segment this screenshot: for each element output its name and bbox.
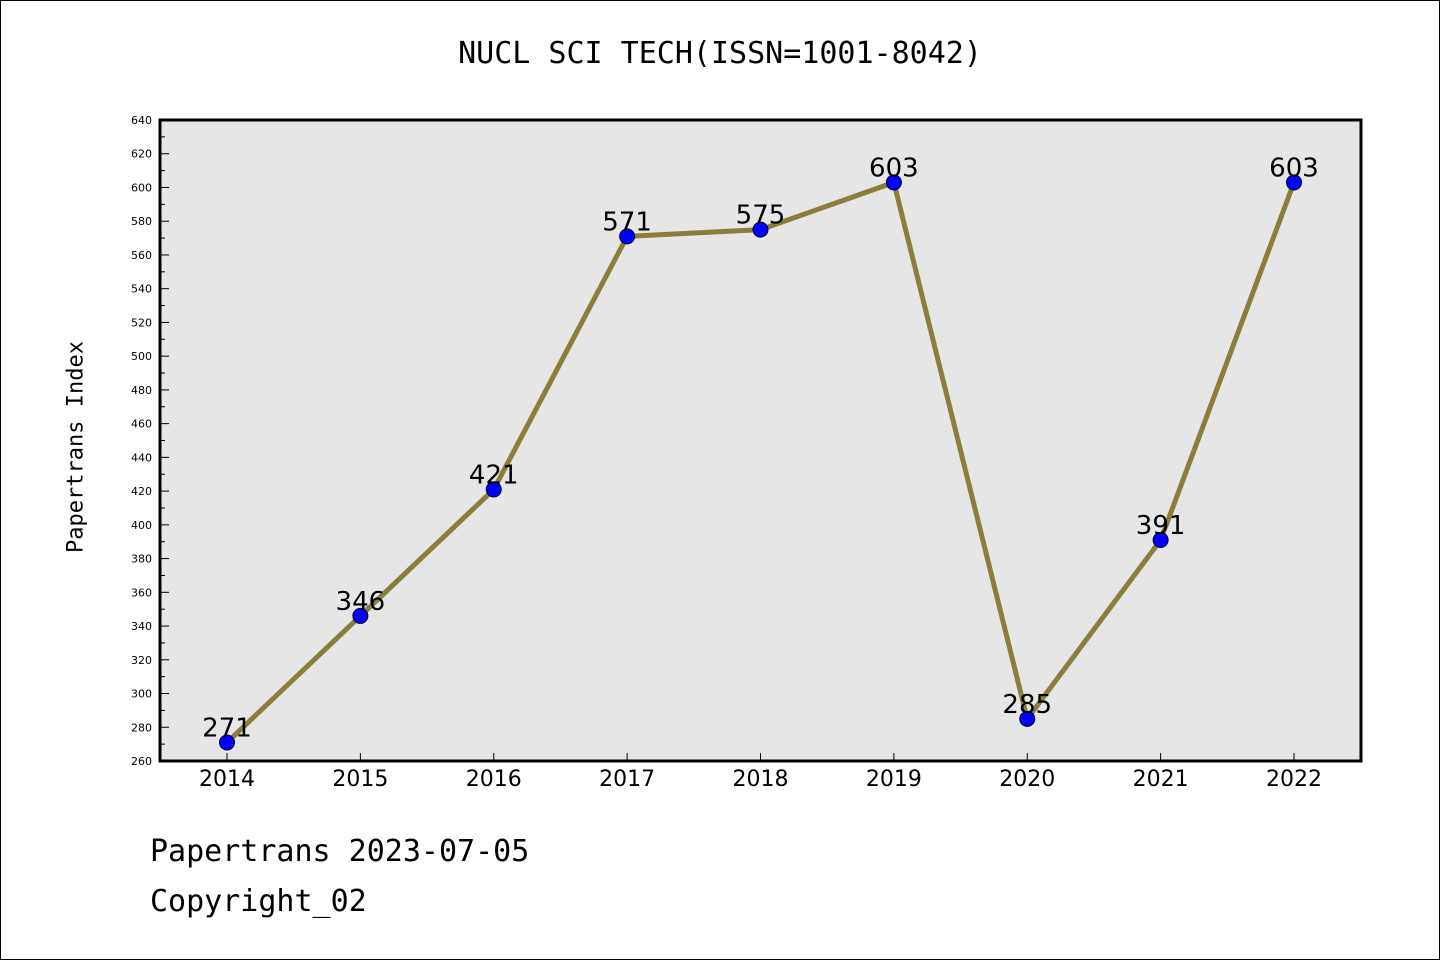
data-point — [1019, 710, 1036, 727]
data-point — [485, 481, 502, 498]
y-tick-label: 640 — [131, 114, 152, 127]
y-tick-label: 440 — [131, 451, 152, 464]
x-tick-label: 2019 — [866, 767, 922, 792]
data-point — [885, 174, 902, 191]
data-point — [752, 221, 769, 238]
x-tick-label: 2021 — [1133, 767, 1189, 792]
data-label: 571 — [602, 207, 652, 237]
y-tick-label: 460 — [131, 418, 152, 431]
y-tick-label: 400 — [131, 519, 152, 532]
y-tick-label: 320 — [131, 654, 152, 667]
y-tick-label: 340 — [131, 620, 152, 633]
x-tick-label: 2014 — [199, 767, 255, 792]
y-tick-label: 300 — [131, 688, 152, 701]
y-tick-label: 280 — [131, 721, 152, 734]
data-point — [219, 734, 235, 751]
data-point — [1152, 532, 1169, 549]
x-tick-label: 2022 — [1266, 767, 1322, 792]
y-tick-label: 620 — [131, 148, 152, 161]
footer-copyright: Copyright_02 — [150, 884, 367, 919]
y-tick-label: 520 — [131, 316, 152, 329]
data-label: 575 — [736, 201, 786, 231]
x-tick-label: 2016 — [466, 767, 522, 792]
data-point — [1286, 174, 1302, 191]
y-tick-label: 360 — [131, 586, 152, 599]
data-label: 346 — [336, 587, 386, 617]
plot-border — [158, 118, 1363, 763]
y-tick-label: 500 — [131, 350, 152, 363]
data-label: 391 — [1136, 511, 1186, 541]
x-axis: 2014 2015 2016 2017 2018 2019 2020 2021 2022 — [199, 753, 1322, 792]
footer-date: Papertrans 2023-07-05 — [150, 834, 530, 869]
x-tick-label: 2017 — [599, 767, 655, 792]
data-label: 285 — [1002, 690, 1052, 720]
y-tick-label: 600 — [131, 181, 152, 194]
y-axis: 260 280 300 320 340 360 380 400 420 440 460 480 500 5… — [131, 114, 169, 768]
chart-title: NUCL SCI TECH(ISSN=1001-8042) — [458, 36, 982, 71]
data-label: 603 — [1269, 153, 1319, 183]
data-label: 603 — [869, 153, 919, 183]
y-tick-label: 560 — [131, 249, 152, 262]
series-markers — [219, 174, 1302, 751]
y-tick-label: 480 — [131, 384, 152, 397]
y-tick-label: 580 — [131, 215, 152, 228]
data-label: 421 — [469, 460, 519, 490]
y-tick-label: 380 — [131, 553, 152, 566]
x-tick-label: 2015 — [332, 767, 388, 792]
data-point — [352, 607, 369, 624]
data-labels: 271 346 421 571 575 603 285 391 603 — [202, 153, 1319, 743]
y-tick-label: 260 — [131, 755, 152, 768]
x-tick-label: 2018 — [733, 767, 789, 792]
y-tick-label: 540 — [131, 283, 152, 296]
data-label: 271 — [202, 713, 252, 743]
x-tick-label: 2020 — [999, 767, 1055, 792]
y-tick-label: 420 — [131, 485, 152, 498]
data-point — [619, 228, 636, 245]
